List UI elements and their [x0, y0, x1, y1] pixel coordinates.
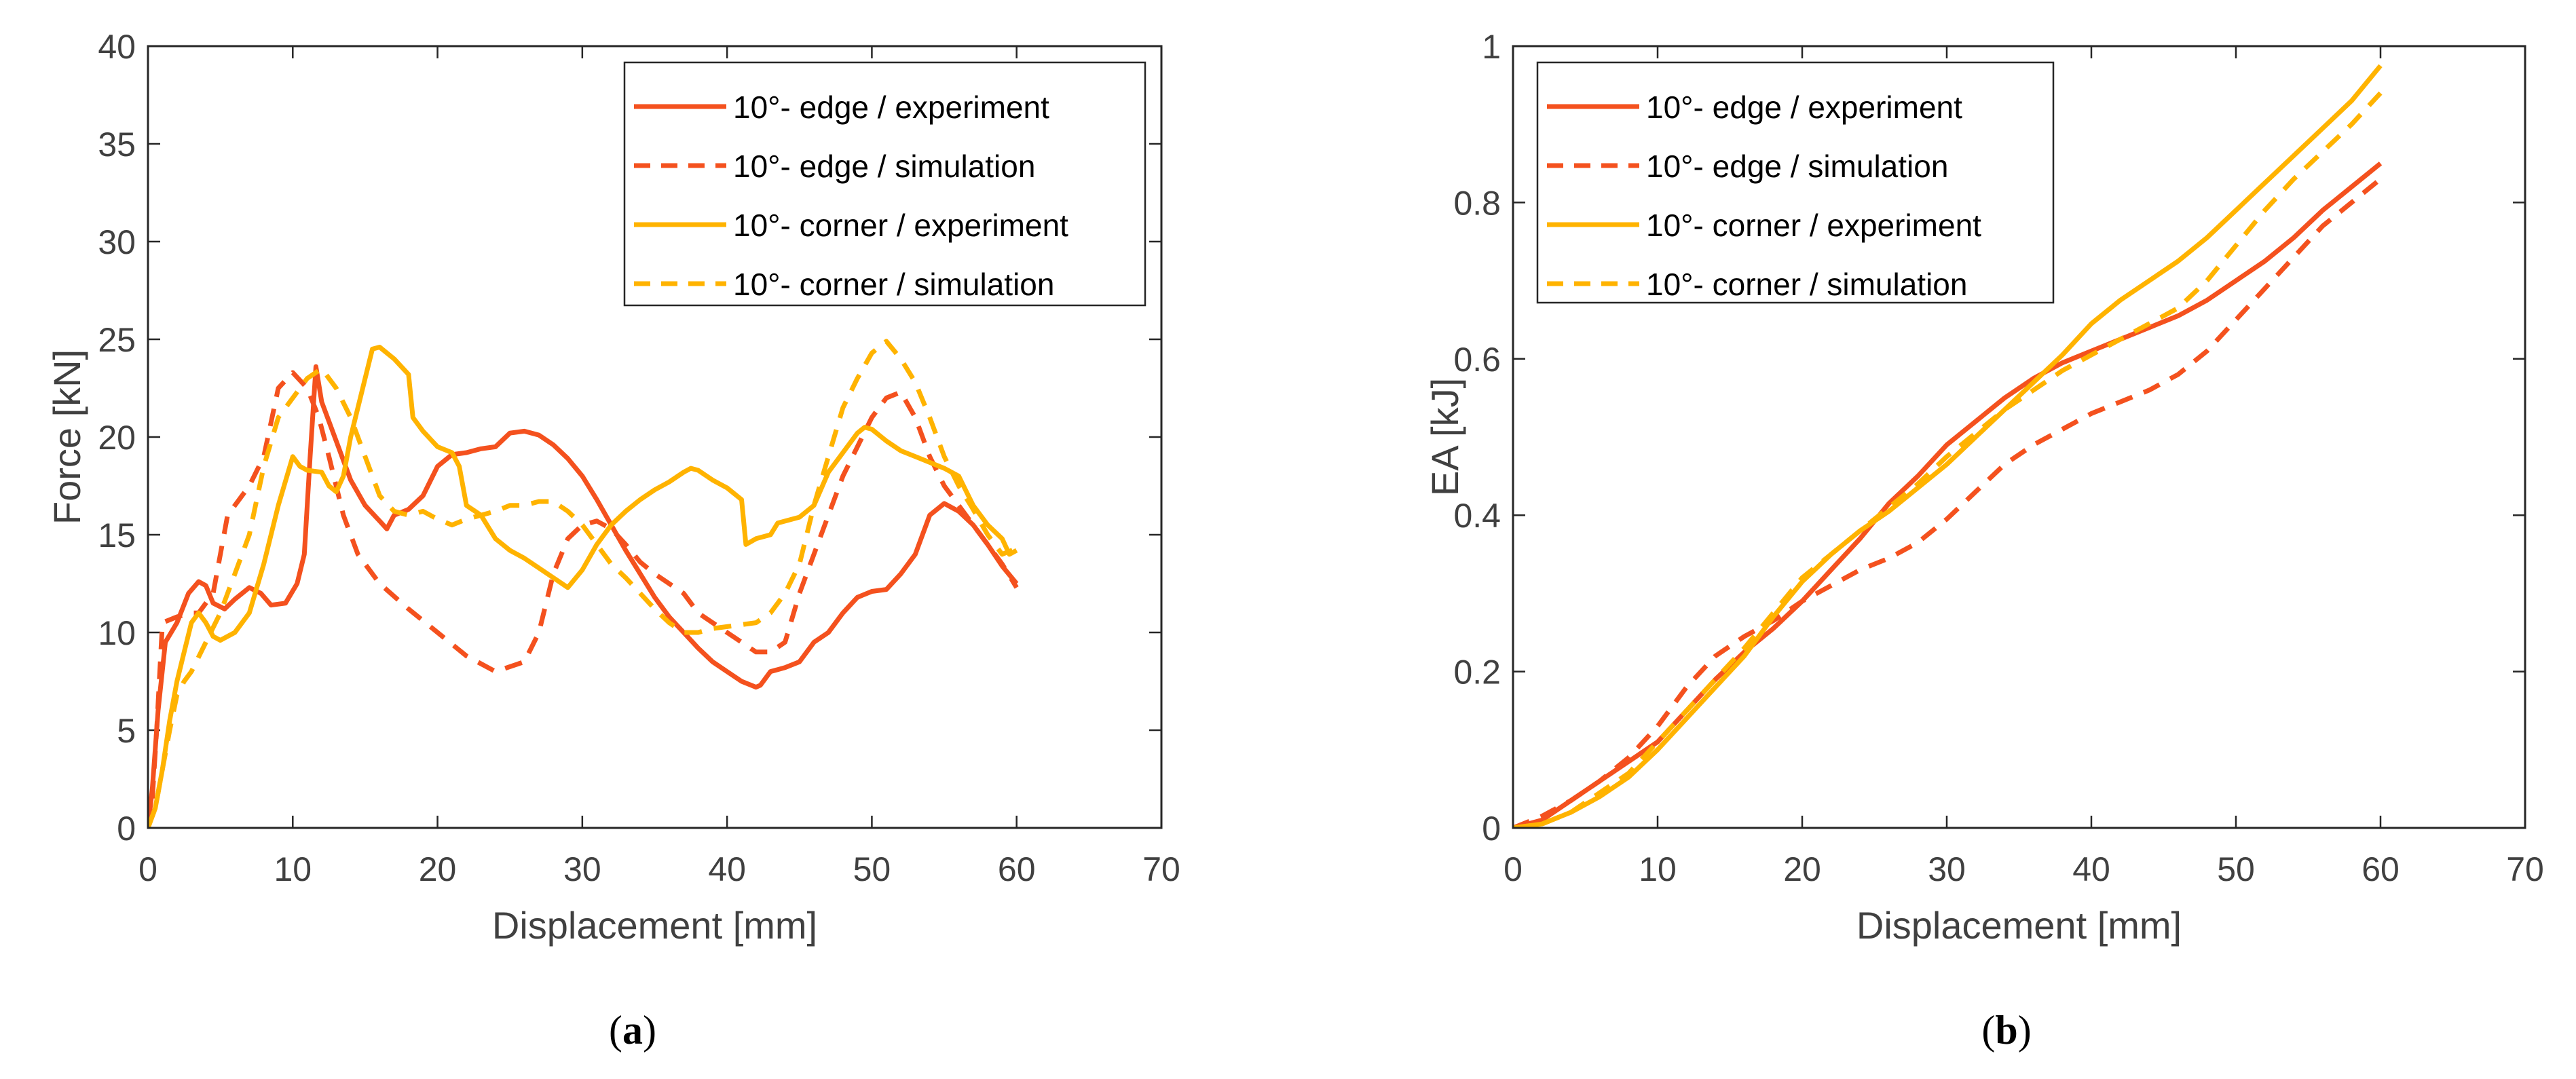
legend-label: 10°- edge / experiment [733, 90, 1049, 125]
chart-panel-b: 0 10 20 30 40 50 60 70 0 0.2 0.4 0.6 0.8 1 Displacemen… [1423, 28, 2544, 1053]
y-axis-label: EA [kJ] [1423, 378, 1466, 496]
legend-box [623, 61, 1146, 307]
x-tick-label: 60 [998, 850, 1036, 888]
legend-label: 10°- corner / experiment [1646, 208, 1981, 243]
y-tick-label: 1 [1482, 28, 1501, 66]
x-tick-label: 60 [2362, 850, 2400, 888]
y-tick-label: 20 [98, 419, 136, 457]
y-tick-label: 15 [98, 516, 136, 554]
y-tick-label: 25 [98, 321, 136, 359]
legend: 10°- edge / experiment 10°- edge / simula… [623, 61, 1146, 307]
x-tick-label: 40 [2072, 850, 2110, 888]
caption-close: ) [2018, 1008, 2032, 1053]
x-tick-label: 30 [563, 850, 601, 888]
caption-letter: b [1995, 1008, 2017, 1053]
y-tick-label: 30 [98, 223, 136, 261]
legend-label: 10°- corner / simulation [1646, 267, 1967, 302]
legend-label: 10°- corner / experiment [733, 208, 1068, 243]
caption-open: ( [1981, 1008, 1995, 1053]
x-tick-label: 50 [2217, 850, 2255, 888]
series-line-corner-simulation [148, 339, 1018, 828]
y-tick-label: 35 [98, 126, 136, 164]
legend-label: 10°- edge / simulation [1646, 149, 1948, 184]
x-tick-label: 70 [1142, 850, 1180, 888]
x-tick-label: 50 [853, 850, 891, 888]
series-line-corner-experiment [148, 345, 1018, 828]
legend-label: 10°- edge / experiment [1646, 90, 1962, 125]
y-tick-label: 0.2 [1453, 654, 1501, 692]
caption-letter: a [622, 1008, 643, 1053]
caption-open: ( [609, 1008, 622, 1053]
y-tick-label: 5 [117, 712, 136, 750]
panel-caption: (a) [609, 1008, 656, 1053]
axes-box [1512, 45, 2526, 829]
caption-close: ) [643, 1008, 656, 1053]
series-group [1513, 64, 2383, 828]
y-tick-label: 0.6 [1453, 341, 1501, 379]
x-tick-label: 10 [274, 850, 312, 888]
series-line-edge-experiment [1513, 162, 2383, 828]
legend: 10°- edge / experiment 10°- edge / simula… [1536, 61, 2055, 304]
x-tick-label: 40 [708, 850, 746, 888]
x-tick-label: 10 [1639, 850, 1677, 888]
series-line-edge-experiment [148, 364, 1019, 828]
chart-panel-a: 0 10 20 30 40 50 60 70 0 5 10 15 20 25 30 35 40 Displacem… [45, 28, 1180, 1053]
y-tick-label: 0 [1482, 810, 1501, 848]
legend-label: 10°- corner / simulation [733, 267, 1054, 302]
legend-box [1536, 61, 2055, 304]
x-axis-label: Displacement [mm] [1856, 904, 2182, 947]
series-line-corner-simulation [1513, 91, 2383, 828]
y-tick-label: 0 [117, 810, 136, 848]
panel-caption: (b) [1981, 1008, 2031, 1053]
x-tick-label: 30 [1928, 850, 1966, 888]
x-axis-label: Displacement [mm] [492, 904, 817, 947]
series-group [148, 339, 1019, 828]
x-tick-label: 0 [138, 850, 157, 888]
x-tick-label: 70 [2506, 850, 2544, 888]
legend-label: 10°- edge / simulation [733, 149, 1035, 184]
x-tick-label: 0 [1504, 850, 1523, 888]
y-tick-label: 10 [98, 614, 136, 652]
series-line-corner-experiment [1513, 64, 2383, 828]
y-axis-label: Force [kN] [45, 349, 88, 525]
x-tick-label: 20 [419, 850, 457, 888]
y-tick-label: 0.4 [1453, 497, 1501, 535]
x-tick-label: 20 [1783, 850, 1821, 888]
y-tick-label: 0.8 [1453, 184, 1501, 222]
axes-box [147, 45, 1163, 829]
series-line-edge-simulation [1513, 177, 2383, 828]
y-tick-label: 40 [98, 28, 136, 66]
series-line-edge-simulation [148, 370, 1019, 828]
